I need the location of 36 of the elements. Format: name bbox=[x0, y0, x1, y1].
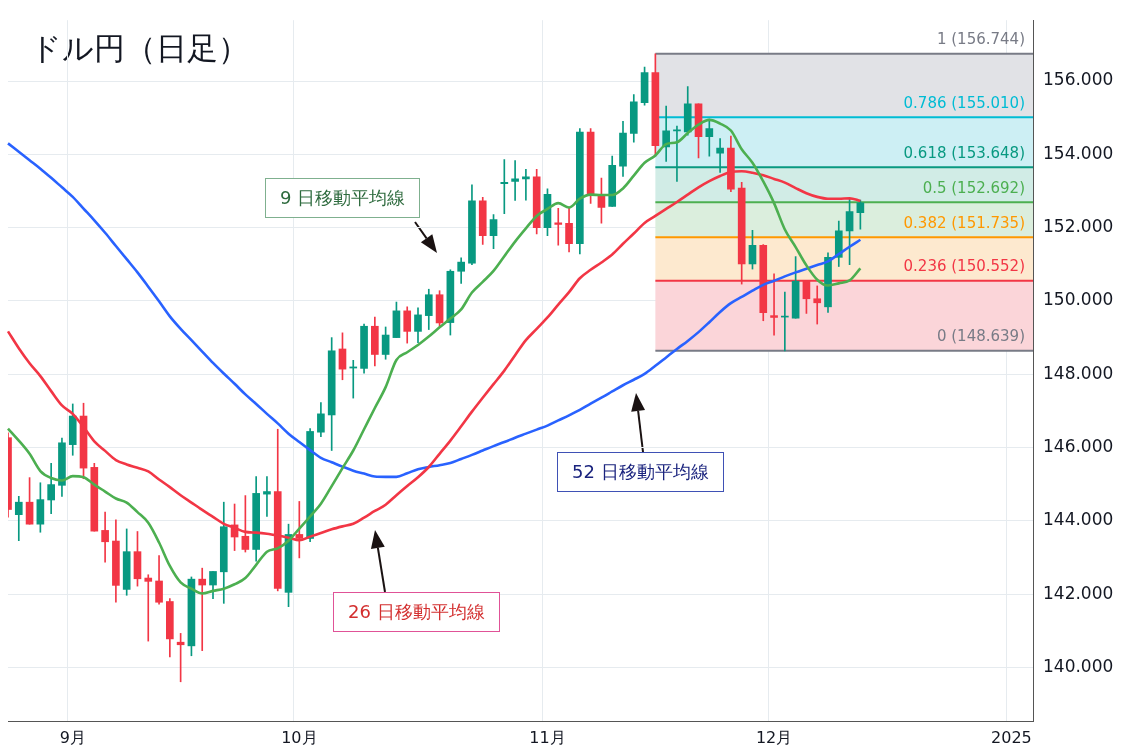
x-tick-label: 11月 bbox=[529, 727, 566, 747]
y-tick-label: 152.000 bbox=[1043, 216, 1114, 237]
annotation: 9 日移動平均線 bbox=[265, 178, 421, 218]
candlestick bbox=[500, 159, 509, 215]
x-tick-label: 10月 bbox=[281, 727, 318, 747]
ref-line-label: 0.5 (152.692) bbox=[922, 178, 1025, 197]
candlestick bbox=[813, 285, 822, 325]
ref-line-label: 0.618 (153.648) bbox=[903, 143, 1025, 162]
y-tick-label: 150.000 bbox=[1043, 289, 1114, 310]
x-tick-label: 9月 bbox=[59, 727, 86, 747]
y-tick-label: 148.000 bbox=[1043, 362, 1114, 383]
annotation: 52 日移動平均線 bbox=[557, 452, 724, 492]
ref-line-label: 1 (156.744) bbox=[936, 30, 1025, 49]
y-tick-label: 156.000 bbox=[1043, 69, 1114, 90]
candlestick bbox=[101, 511, 109, 563]
line-series bbox=[6, 142, 862, 479]
ref-line-label: 0.382 (151.735) bbox=[903, 213, 1025, 232]
ref-line-label: 0 (148.639) bbox=[936, 327, 1025, 346]
x-tick-label: 12月 bbox=[755, 727, 793, 747]
annotation: 26 日移動平均線 bbox=[333, 592, 500, 632]
candlestick bbox=[522, 169, 530, 201]
candlestick bbox=[263, 476, 271, 517]
ref-line-label: 0.786 (155.010) bbox=[903, 93, 1025, 112]
candlestick bbox=[770, 273, 778, 336]
y-tick-label: 144.000 bbox=[1043, 509, 1114, 530]
candlestick bbox=[198, 567, 207, 651]
y-tick-label: 146.000 bbox=[1043, 435, 1114, 456]
ref-line-label: 0.236 (150.552) bbox=[903, 257, 1025, 276]
y-tick-label: 142.000 bbox=[1043, 582, 1114, 603]
candlestick bbox=[554, 207, 563, 246]
y-tick-label: 154.000 bbox=[1043, 142, 1114, 163]
x-tick-label: 2025 bbox=[991, 727, 1032, 747]
chart-title: ドル円（日足） bbox=[30, 29, 249, 68]
y-tick-label: 140.000 bbox=[1043, 655, 1114, 676]
candlestick bbox=[511, 160, 519, 201]
candlestick bbox=[144, 574, 153, 642]
